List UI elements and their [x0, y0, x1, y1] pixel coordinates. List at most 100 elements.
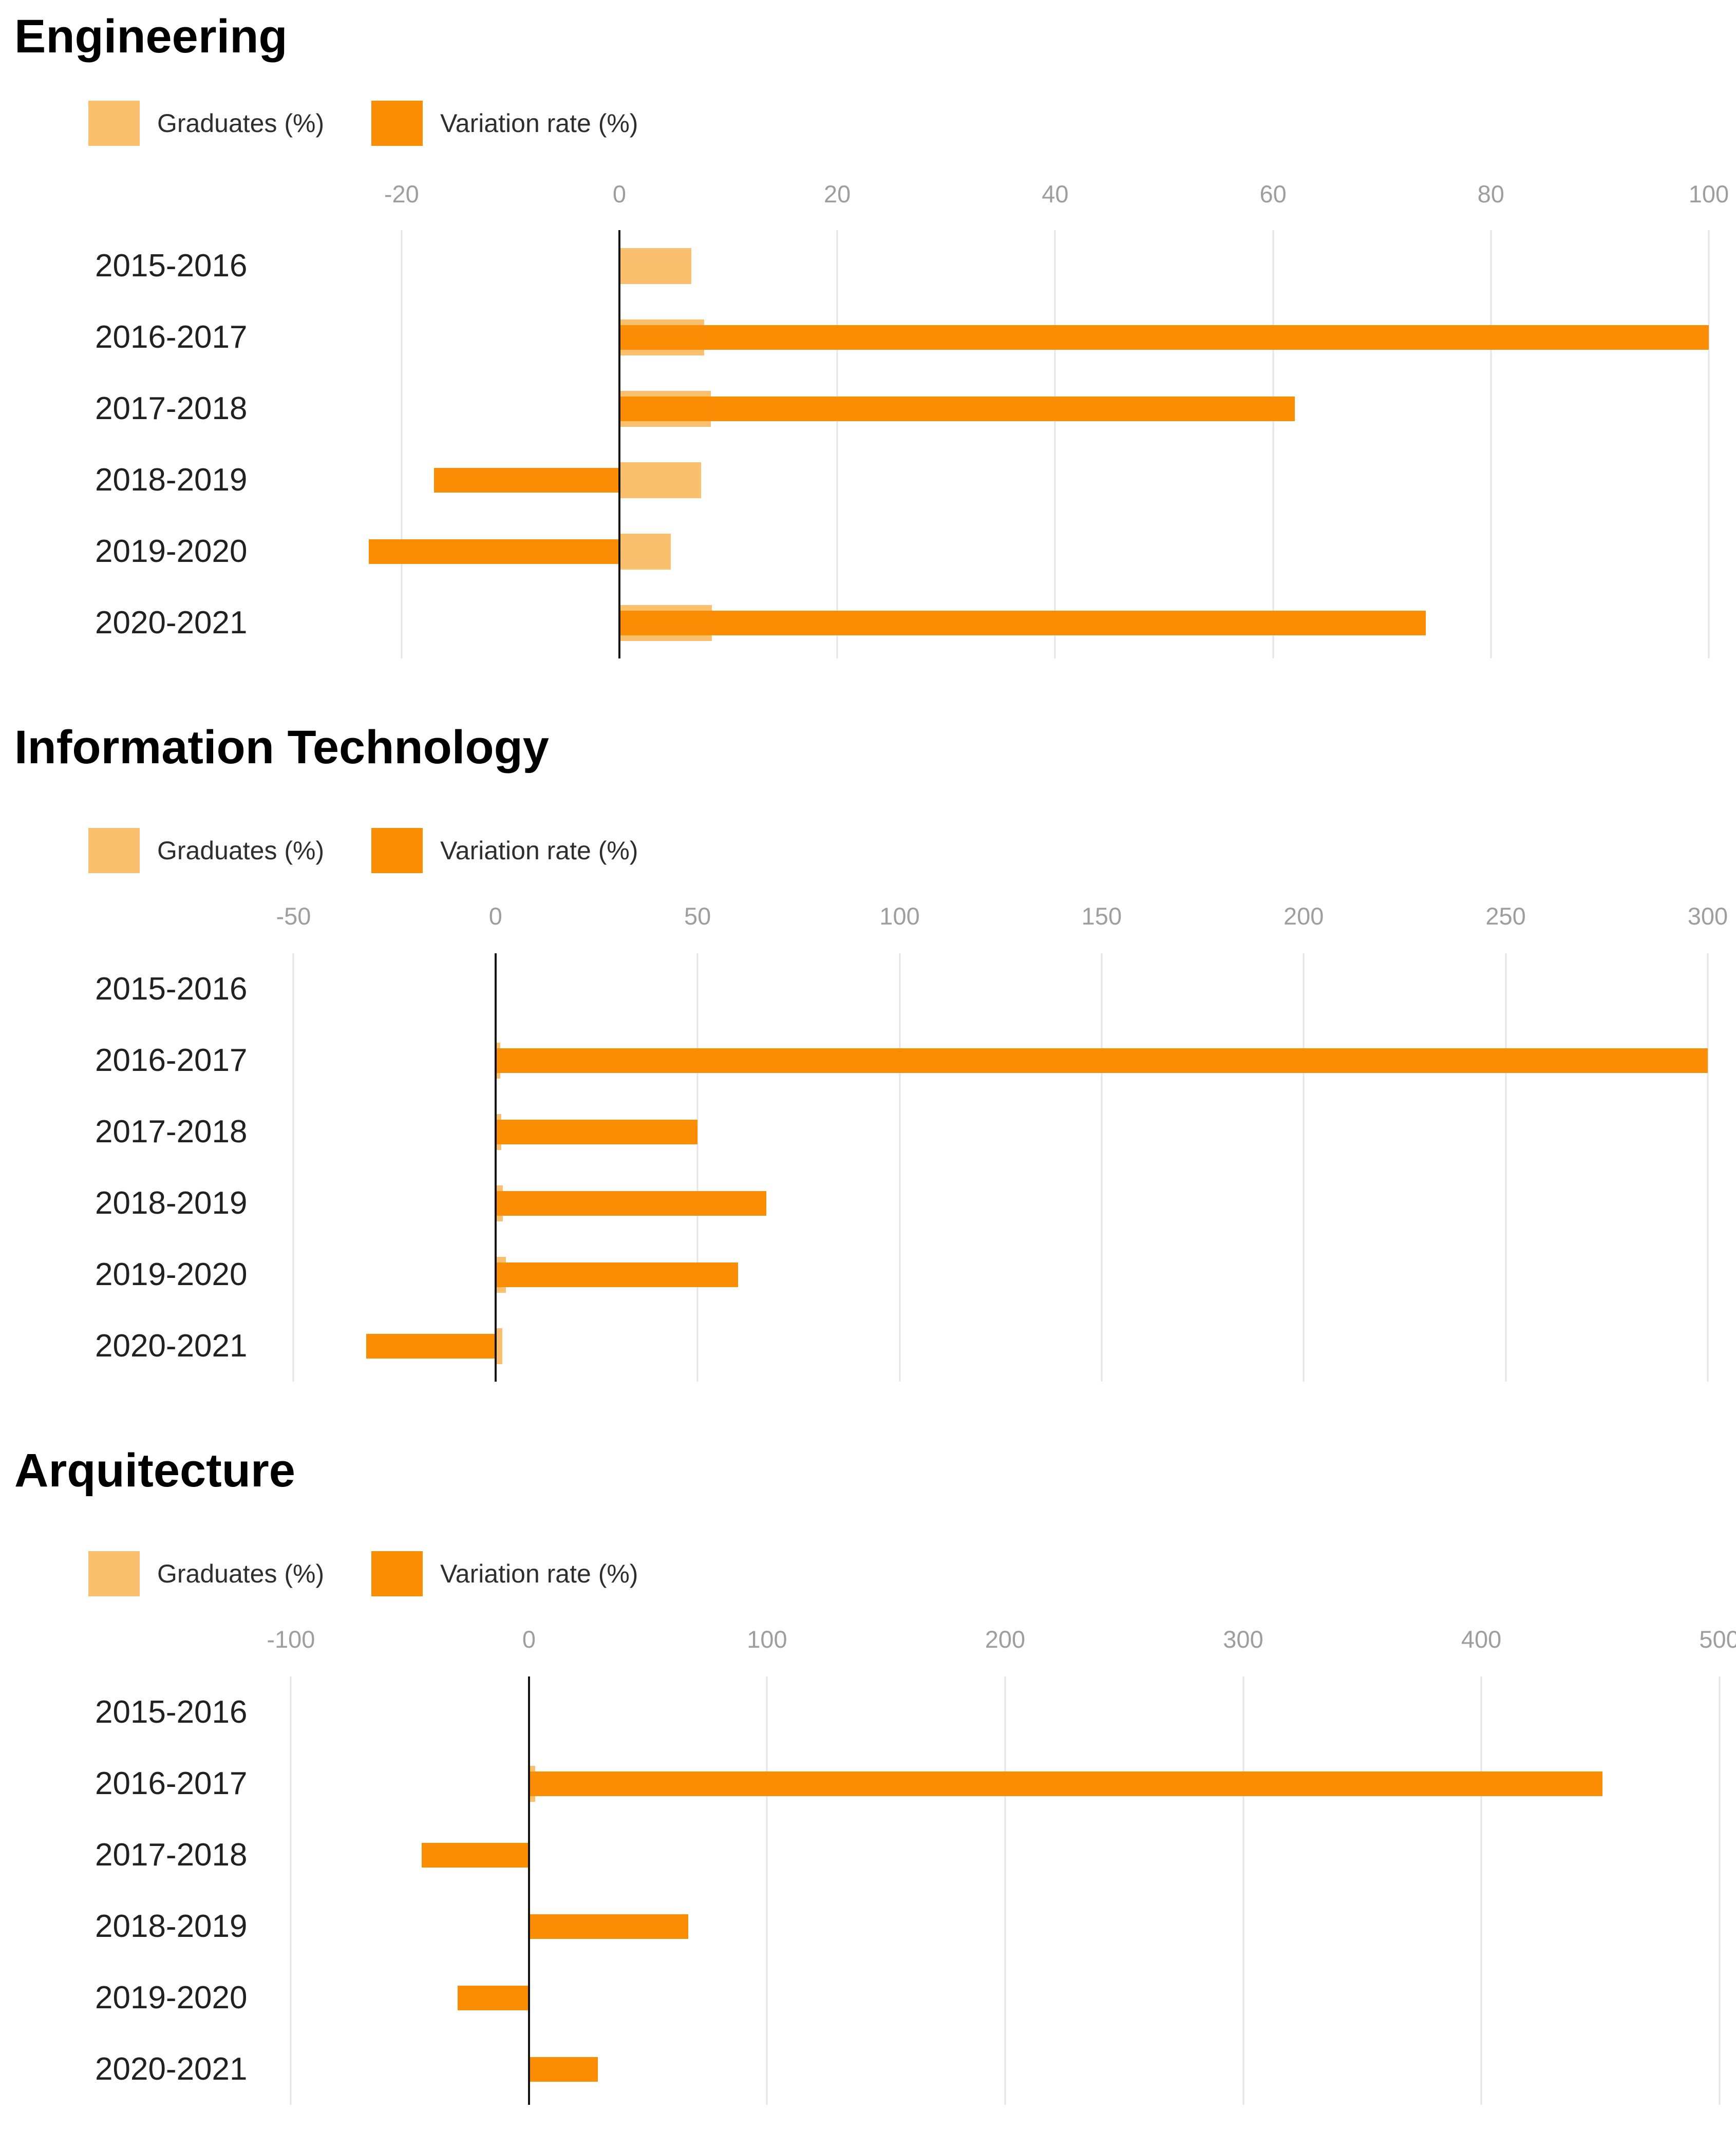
row-label-2016-2017: 2016-2017 [95, 319, 248, 355]
x-tick-label: 80 [1477, 180, 1504, 208]
legend-label: Variation rate (%) [440, 836, 638, 865]
row-label-2015-2016: 2015-2016 [95, 248, 248, 284]
legend-item-variation: Variation rate (%) [371, 101, 638, 146]
x-axis-ticks: -50 0 50 100 150 200 250 300 [276, 900, 1736, 933]
row-label-2019-2020: 2019-2020 [95, 1257, 248, 1292]
bar-variation-2020-2021 [529, 2057, 598, 2082]
legend-item-graduates: Graduates (%) [88, 101, 324, 146]
bar-variation-2019-2020 [457, 1985, 529, 2010]
y-axis-labels: 2015-2016 2016-2017 2017-2018 2018-2019 2019… [0, 1676, 277, 2105]
x-tick-label: 20 [824, 180, 851, 208]
bar-variation-2016-2017 [495, 1048, 1708, 1073]
gridline [290, 1676, 292, 2105]
row-label-2019-2020: 2019-2020 [95, 1980, 248, 2015]
gridline [1490, 230, 1492, 658]
gridline [1708, 230, 1710, 658]
legend-label: Variation rate (%) [440, 1559, 638, 1588]
row-label-2015-2016: 2015-2016 [95, 971, 248, 1007]
chart-title: Information Technology [14, 721, 549, 774]
row-label-2016-2017: 2016-2017 [95, 1766, 248, 1801]
x-tick-label: 0 [612, 180, 627, 208]
plot-area: 2015-2016 2016-2017 2017-2018 2018-2019 2019… [0, 230, 1736, 658]
bar-graduates-2020-2021 [495, 1328, 503, 1364]
x-tick-label: 100 [747, 1626, 787, 1653]
x-tick-label: 200 [985, 1626, 1026, 1653]
bar-variation-2018-2019 [495, 1191, 766, 1216]
legend-item-variation: Variation rate (%) [371, 828, 638, 873]
x-tick-label: 300 [1223, 1626, 1263, 1653]
x-tick-label: 60 [1259, 180, 1287, 208]
bar-variation-2018-2019 [434, 467, 619, 493]
gridline [1272, 230, 1274, 658]
chart-title: Arquitecture [14, 1444, 295, 1497]
x-tick-label: 150 [1081, 902, 1122, 930]
x-tick-label: 300 [1687, 902, 1728, 930]
bar-variation-2017-2018 [495, 1119, 698, 1144]
x-tick-label: 250 [1485, 902, 1526, 930]
legend-item-variation: Variation rate (%) [371, 1551, 638, 1596]
variation-swatch-icon [371, 828, 423, 873]
y-axis-labels: 2015-2016 2016-2017 2017-2018 2018-2019 2019… [0, 230, 277, 658]
gridline [766, 1676, 768, 2105]
gridline [292, 953, 294, 1382]
graduates-swatch-icon [88, 101, 140, 146]
gridline [899, 953, 901, 1382]
row-label-2016-2017: 2016-2017 [95, 1043, 248, 1078]
bars-grid [277, 1676, 1736, 2105]
x-tick-label: -20 [384, 180, 419, 208]
bar-graduates-2018-2019 [619, 462, 702, 498]
gridline [1707, 953, 1709, 1382]
legend: Graduates (%) Variation rate (%) [88, 1551, 1736, 1596]
x-tick-label: 200 [1284, 902, 1324, 930]
bar-variation-2018-2019 [529, 1914, 689, 1939]
bar-graduates-2019-2020 [619, 533, 671, 570]
gridline [1505, 953, 1507, 1382]
gridline [1303, 953, 1305, 1382]
legend-label: Graduates (%) [157, 109, 325, 138]
x-tick-label: 100 [1688, 180, 1729, 208]
bar-graduates-2015-2016 [619, 248, 691, 284]
bar-variation-2016-2017 [529, 1771, 1603, 1796]
x-axis-ticks: -20 0 20 40 60 80 100 [277, 178, 1736, 211]
x-tick-label: 100 [879, 902, 920, 930]
bar-variation-2019-2020 [495, 1262, 738, 1287]
x-tick-label: -100 [267, 1626, 315, 1653]
gridline [1004, 1676, 1006, 2105]
gridline [1242, 1676, 1244, 2105]
dashboard-page: { "legend": { "graduates_label": "Gradua… [0, 9, 1736, 2130]
legend-label: Graduates (%) [157, 1559, 325, 1588]
x-tick-label: 0 [522, 1626, 536, 1653]
row-label-2017-2018: 2017-2018 [95, 391, 248, 426]
x-axis-ticks: -100 0 100 200 300 400 500 [267, 1623, 1736, 1656]
gridline [1101, 953, 1103, 1382]
graduates-swatch-icon [88, 828, 140, 873]
variation-swatch-icon [371, 101, 423, 146]
bar-variation-2017-2018 [619, 396, 1295, 421]
x-tick-label: 400 [1461, 1626, 1502, 1653]
gridline [696, 953, 699, 1382]
gridline [401, 230, 403, 658]
row-label-2015-2016: 2015-2016 [95, 1694, 248, 1730]
row-label-2017-2018: 2017-2018 [95, 1837, 248, 1873]
variation-swatch-icon [371, 1551, 423, 1596]
x-tick-label: 40 [1042, 180, 1069, 208]
bar-variation-2017-2018 [422, 1842, 529, 1868]
row-label-2020-2021: 2020-2021 [95, 605, 248, 640]
x-tick-label: 500 [1699, 1626, 1736, 1653]
legend: Graduates (%) Variation rate (%) [88, 828, 1736, 873]
bar-variation-2016-2017 [619, 325, 1709, 350]
gridline [1054, 230, 1056, 658]
row-label-2019-2020: 2019-2020 [95, 534, 248, 569]
gridline [836, 230, 838, 658]
x-tick-label: 0 [488, 902, 502, 930]
bar-variation-2020-2021 [619, 610, 1426, 635]
zero-axis-line [618, 230, 620, 658]
legend-label: Graduates (%) [157, 836, 325, 865]
legend-item-graduates: Graduates (%) [88, 1551, 324, 1596]
zero-axis-line [527, 1676, 530, 2105]
row-label-2018-2019: 2018-2019 [95, 462, 248, 498]
bar-variation-2019-2020 [369, 539, 619, 564]
chart-title: Engineering [14, 10, 288, 63]
row-label-2018-2019: 2018-2019 [95, 1909, 248, 1944]
row-label-2018-2019: 2018-2019 [95, 1185, 248, 1221]
